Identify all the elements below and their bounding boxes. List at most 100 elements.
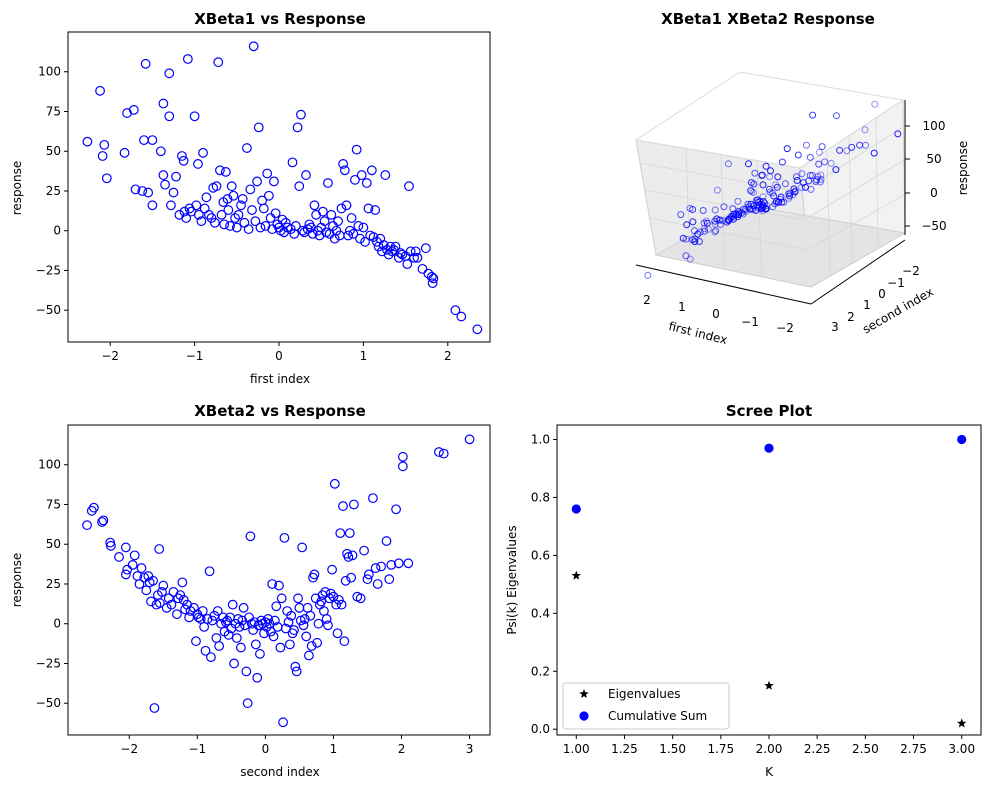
scatter-point-3d	[711, 228, 719, 236]
scatter-point	[243, 224, 254, 235]
scatter-point	[252, 672, 263, 683]
scatter-point	[214, 641, 225, 651]
x-tick-label: 1	[678, 300, 686, 314]
legend-marker-eigenvalues	[579, 689, 589, 699]
scatter-point-3d	[762, 162, 770, 170]
scatter-point	[211, 181, 222, 192]
scatter-point	[456, 311, 467, 322]
scatter-point	[246, 618, 257, 629]
scatter-point	[238, 602, 249, 613]
scatter-point	[329, 478, 340, 489]
scatter-point	[295, 615, 306, 626]
scatter-point-3d	[783, 145, 791, 153]
scatter-point	[366, 165, 377, 176]
y-tick-label: −50	[36, 303, 61, 317]
scatter-point	[259, 628, 269, 639]
eigenvalue-point	[571, 570, 582, 580]
cumulative-sum-point	[764, 443, 774, 453]
scatter-point	[321, 614, 332, 624]
scatter-point	[229, 658, 239, 669]
scatter-point	[233, 209, 244, 220]
scatter-point-3d	[833, 112, 840, 120]
scatter-point	[409, 252, 419, 263]
y-tick-label: 0.0	[531, 722, 550, 736]
y-tick-label: 0	[53, 617, 61, 631]
scatter-point	[242, 143, 252, 153]
scatter-point	[412, 252, 423, 263]
x-tick-label: 1.25	[611, 742, 638, 756]
scatter-point-3d	[763, 205, 771, 213]
scatter-point	[139, 135, 149, 146]
scatter-point-3d	[818, 143, 826, 151]
scatter-point	[309, 569, 320, 580]
z-axis-label: response	[956, 141, 970, 196]
chart-title: XBeta1 XBeta2 Response	[661, 10, 875, 28]
x-tick-label: −1	[186, 349, 204, 363]
scatter-point	[404, 181, 414, 192]
scatter-point	[270, 208, 281, 219]
scatter-point	[293, 593, 303, 604]
scatter-point-3d	[689, 218, 697, 226]
x-axis-ticks: −2 −1 0 1 2	[101, 342, 452, 363]
scatter-point	[260, 617, 271, 628]
scatter-point	[275, 642, 286, 653]
scatter-point	[193, 209, 204, 220]
chart-title: XBeta2 vs Response	[194, 402, 366, 420]
x-tick-label: 2	[398, 742, 406, 756]
scatter-point	[339, 165, 350, 176]
scatter-point	[97, 151, 108, 161]
scatter-point	[137, 186, 148, 196]
panel-xbeta2-vs-response: XBeta2 vs Response −2 −1 0 1 2 3 −50 −25 0 25 50 7…	[10, 402, 491, 779]
scatter-point	[294, 602, 305, 613]
scatter-point	[464, 434, 475, 445]
scatter-point-3d	[752, 196, 760, 204]
scatter-point	[204, 566, 215, 577]
scatter-point	[420, 243, 431, 254]
scatter-point-3d	[771, 200, 779, 208]
eigenvalue-point	[764, 680, 774, 690]
scatter-point	[235, 642, 246, 653]
y-axis-line-3d	[810, 239, 906, 305]
scatter-point	[306, 641, 317, 651]
pane-top-edges	[634, 71, 905, 169]
y-tick-label: 0.8	[531, 490, 550, 504]
scatter-point	[215, 165, 225, 176]
scatter-point	[317, 206, 328, 217]
scatter-point	[362, 574, 373, 585]
x-axis-ticks: 1.00 1.25 1.50 1.75 2.00 2.25 2.50 2.75 3.00	[563, 735, 975, 756]
z-tick-label: 0	[930, 186, 938, 200]
scatter-point-3d	[774, 198, 782, 206]
scatter-point	[270, 615, 280, 626]
panel-xbeta1-vs-response: XBeta1 vs Response −2 −1 0 1 2 −50 −25 0 25 50 75…	[10, 10, 491, 386]
chart-title: XBeta1 vs Response	[194, 10, 366, 28]
y-tick-label: 3	[831, 320, 839, 334]
y-tick-label: −25	[36, 656, 61, 670]
scatter-point	[370, 205, 381, 215]
scatter-point	[105, 540, 116, 551]
x-axis-line-3d	[635, 264, 812, 305]
scatter-point	[140, 58, 151, 69]
scatter-point-3d	[781, 180, 789, 188]
z-tick-label: −50	[921, 219, 946, 233]
scatter-point	[253, 122, 264, 133]
scatter-point	[201, 192, 212, 203]
scatter-point	[206, 652, 216, 663]
scatter-point-3d	[716, 221, 724, 228]
scatter-point	[384, 574, 395, 585]
scatter-point	[122, 564, 133, 575]
scatter-point-3d	[747, 187, 754, 194]
plot-frame	[67, 424, 491, 736]
scatter-point	[427, 278, 438, 289]
scatter-point	[184, 612, 195, 623]
scatter-point	[231, 222, 242, 233]
scatter-point-3d	[720, 203, 728, 211]
scatter-point-3d	[745, 160, 752, 168]
scatter-point	[348, 499, 359, 510]
scatter-point-3d	[686, 255, 694, 263]
scatter-point-3d	[773, 183, 781, 191]
scatter-point	[338, 501, 348, 511]
scatter-point	[312, 637, 323, 648]
scatter-point	[182, 54, 193, 64]
scatter-point	[98, 515, 109, 526]
